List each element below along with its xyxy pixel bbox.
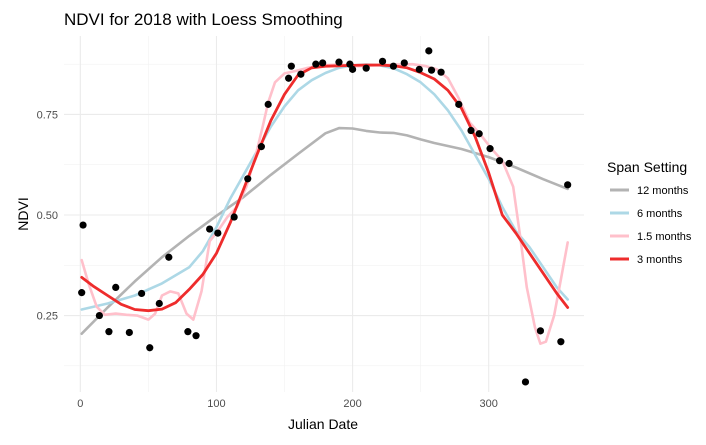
data-point <box>146 344 154 352</box>
data-point <box>165 253 173 261</box>
data-point <box>475 130 483 138</box>
data-point <box>455 100 463 108</box>
data-point <box>415 65 423 73</box>
x-tick-label: 100 <box>207 398 225 410</box>
data-point <box>425 47 433 55</box>
y-tick-label: 0.75 <box>37 109 58 121</box>
data-point <box>155 299 163 308</box>
data-point <box>362 64 370 72</box>
legend: Span Setting 12 months 6 months 1.5 months… <box>607 159 692 266</box>
data-point <box>79 221 87 229</box>
series-line-6-months <box>80 63 570 311</box>
legend-label-3-months: 3 months <box>637 254 683 266</box>
x-axis: 0 100 200 300 <box>77 398 498 410</box>
legend-label-6-months: 6 months <box>637 208 683 220</box>
series-line-3-months <box>80 63 570 313</box>
data-point <box>536 327 545 335</box>
data-point <box>427 66 436 74</box>
series-lines <box>80 62 570 346</box>
data-point <box>287 62 295 70</box>
data-point <box>184 328 192 336</box>
x-axis-title: Julian Date <box>288 416 358 432</box>
x-tick-label: 0 <box>77 398 83 410</box>
series-line-1-5-months <box>80 62 570 346</box>
data-point <box>137 289 146 298</box>
data-point <box>230 213 238 221</box>
data-point <box>564 181 572 189</box>
grid <box>64 36 584 392</box>
series-line-12-months <box>80 126 570 336</box>
data-point <box>319 59 327 67</box>
data-point <box>312 60 320 68</box>
data-point <box>125 328 133 337</box>
data-point <box>505 159 513 168</box>
y-axis-title: NDVI <box>15 197 31 230</box>
data-point <box>78 289 86 297</box>
data-point <box>244 175 252 183</box>
y-tick-label: 0.50 <box>37 210 58 222</box>
chart-title: NDVI for 2018 with Loess Smoothing <box>64 10 343 29</box>
data-point <box>297 70 305 78</box>
data-point <box>400 59 408 67</box>
data-point <box>437 68 445 76</box>
data-point <box>557 338 565 346</box>
data-point <box>348 65 357 73</box>
data-point <box>105 328 113 336</box>
data-point <box>486 145 494 153</box>
legend-title: Span Setting <box>607 159 687 175</box>
y-axis: 0.25 0.50 0.75 <box>37 109 58 322</box>
y-tick-label: 0.25 <box>37 311 58 323</box>
data-point <box>285 74 293 82</box>
data-point <box>257 143 265 151</box>
data-point <box>389 62 398 70</box>
data-point <box>335 58 343 66</box>
data-point <box>378 57 387 65</box>
data-point <box>206 225 214 233</box>
x-tick-label: 300 <box>480 398 498 410</box>
data-point <box>496 157 504 165</box>
data-point <box>112 283 120 292</box>
x-tick-label: 200 <box>343 398 361 410</box>
legend-label-1-5-months: 1.5 months <box>637 231 692 243</box>
data-point <box>214 229 222 237</box>
legend-label-12-months: 12 months <box>637 185 689 197</box>
data-point <box>264 100 272 108</box>
data-point <box>192 332 200 340</box>
data-points <box>78 47 572 386</box>
data-point <box>95 311 103 320</box>
data-point <box>521 378 530 386</box>
data-point <box>467 126 475 135</box>
